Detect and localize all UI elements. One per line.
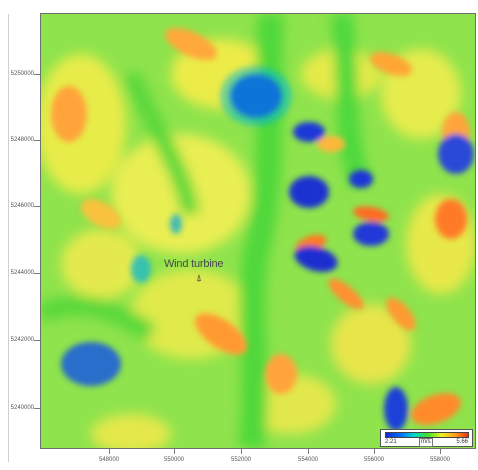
legend-max-value: 5.66 [456, 439, 468, 445]
wind-speed-map[interactable] [40, 13, 476, 449]
x-tick-label: 548000 [98, 457, 120, 463]
x-tick [174, 449, 175, 454]
x-tick-label: 554000 [297, 457, 319, 463]
y-tick [34, 408, 40, 409]
x-tick [109, 449, 110, 454]
y-tick-label: 5250000 [10, 71, 34, 77]
y-tick [34, 74, 40, 75]
y-tick-label: 5244000 [10, 270, 34, 276]
x-tick-label: 558000 [429, 457, 451, 463]
wind-speed-raster [41, 14, 475, 448]
y-tick-label: 5246000 [10, 203, 34, 209]
y-tick [34, 340, 40, 341]
color-scale-legend: 2.21 m/s 5.66 [380, 429, 473, 447]
y-tick-label: 5240000 [10, 405, 34, 411]
color-scale-bar [385, 432, 469, 438]
y-tick [34, 140, 40, 141]
x-tick [241, 449, 242, 454]
legend-min-value: 2.21 [385, 439, 397, 445]
x-tick-label: 556000 [363, 457, 385, 463]
y-tick-label: 5248000 [10, 137, 34, 143]
y-tick-label: 5242000 [10, 337, 34, 343]
x-tick [440, 449, 441, 454]
y-tick [34, 273, 40, 274]
x-tick-label: 552000 [230, 457, 252, 463]
wind-turbine-marker-icon[interactable]: ⍋ [196, 273, 202, 284]
x-tick [308, 449, 309, 454]
legend-unit: m/s [419, 438, 433, 447]
window-edge [8, 14, 9, 462]
wind-turbine-label: Wind turbine [164, 258, 224, 270]
x-tick [374, 449, 375, 454]
y-tick [34, 206, 40, 207]
x-tick-label: 550000 [163, 457, 185, 463]
